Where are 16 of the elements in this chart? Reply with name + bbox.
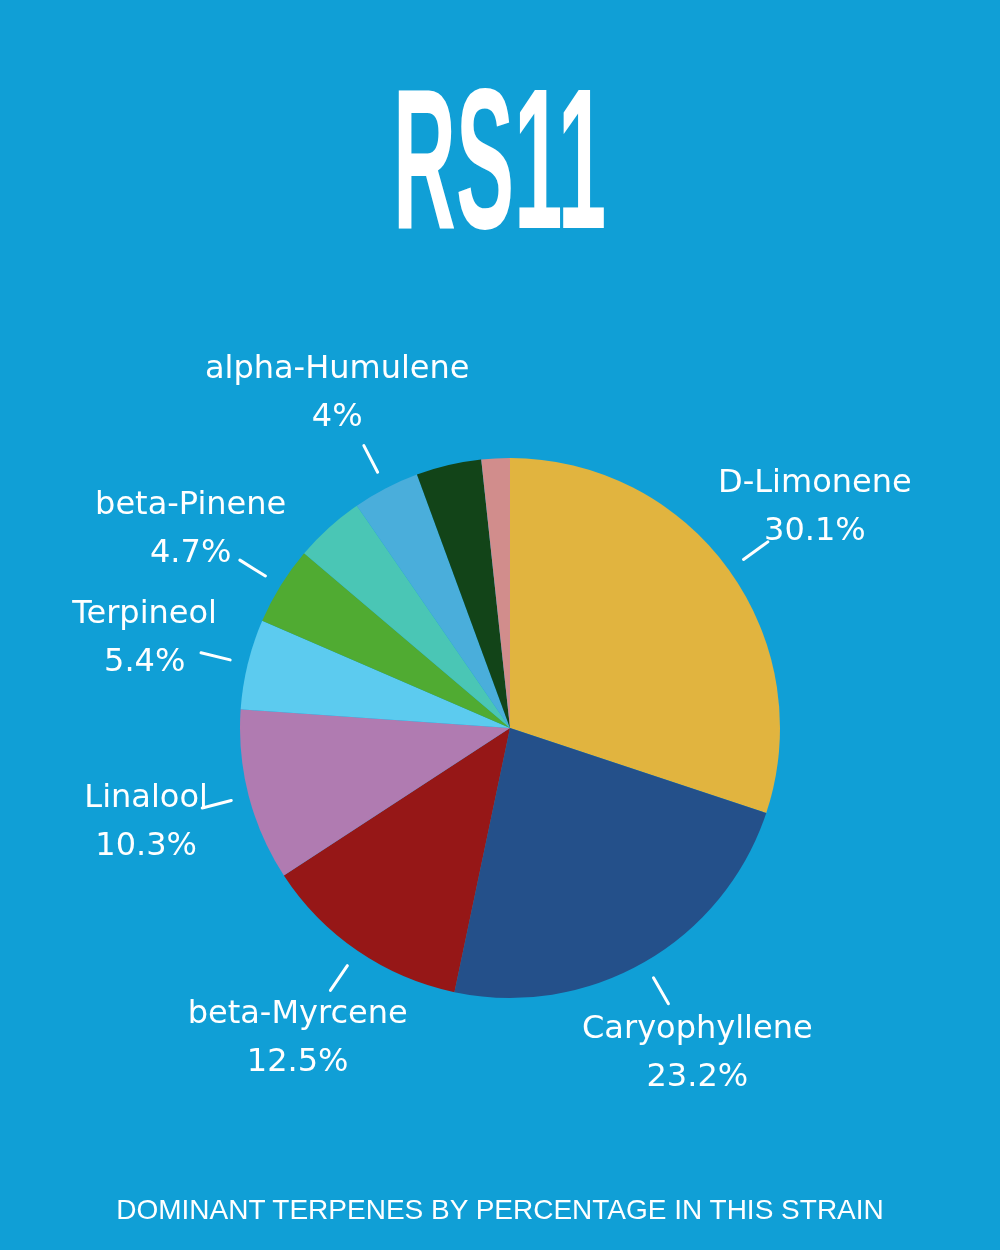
slice-label: beta-Myrcene bbox=[187, 992, 408, 1031]
slice-label: D-Limonene bbox=[718, 462, 912, 501]
data-label: 5.4% bbox=[104, 641, 186, 680]
slice-label: alpha-Humulene bbox=[204, 348, 470, 387]
slice-label: Linalool bbox=[84, 776, 208, 815]
data-label: 10.3% bbox=[95, 824, 197, 863]
data-label: 4% bbox=[311, 396, 363, 435]
slice-label: beta-Pinene bbox=[95, 483, 287, 522]
data-label: 12.5% bbox=[246, 1040, 349, 1079]
text: DOMINANT TERPENES BY PERCENTAGE IN THIS STRAIN bbox=[116, 1194, 884, 1225]
data-label: 30.1% bbox=[764, 510, 866, 549]
slice-label: Terpineol bbox=[71, 593, 217, 632]
data-label: 4.7% bbox=[150, 531, 232, 570]
slice-label: Caryophyllene bbox=[582, 1008, 813, 1047]
data-label: 23.2% bbox=[646, 1056, 749, 1095]
chart-title: RS11 bbox=[393, 47, 607, 270]
